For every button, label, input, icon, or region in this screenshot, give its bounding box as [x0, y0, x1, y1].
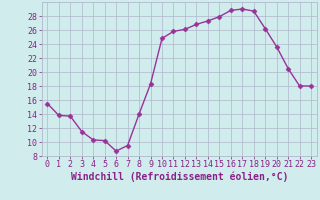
- X-axis label: Windchill (Refroidissement éolien,°C): Windchill (Refroidissement éolien,°C): [70, 172, 288, 182]
